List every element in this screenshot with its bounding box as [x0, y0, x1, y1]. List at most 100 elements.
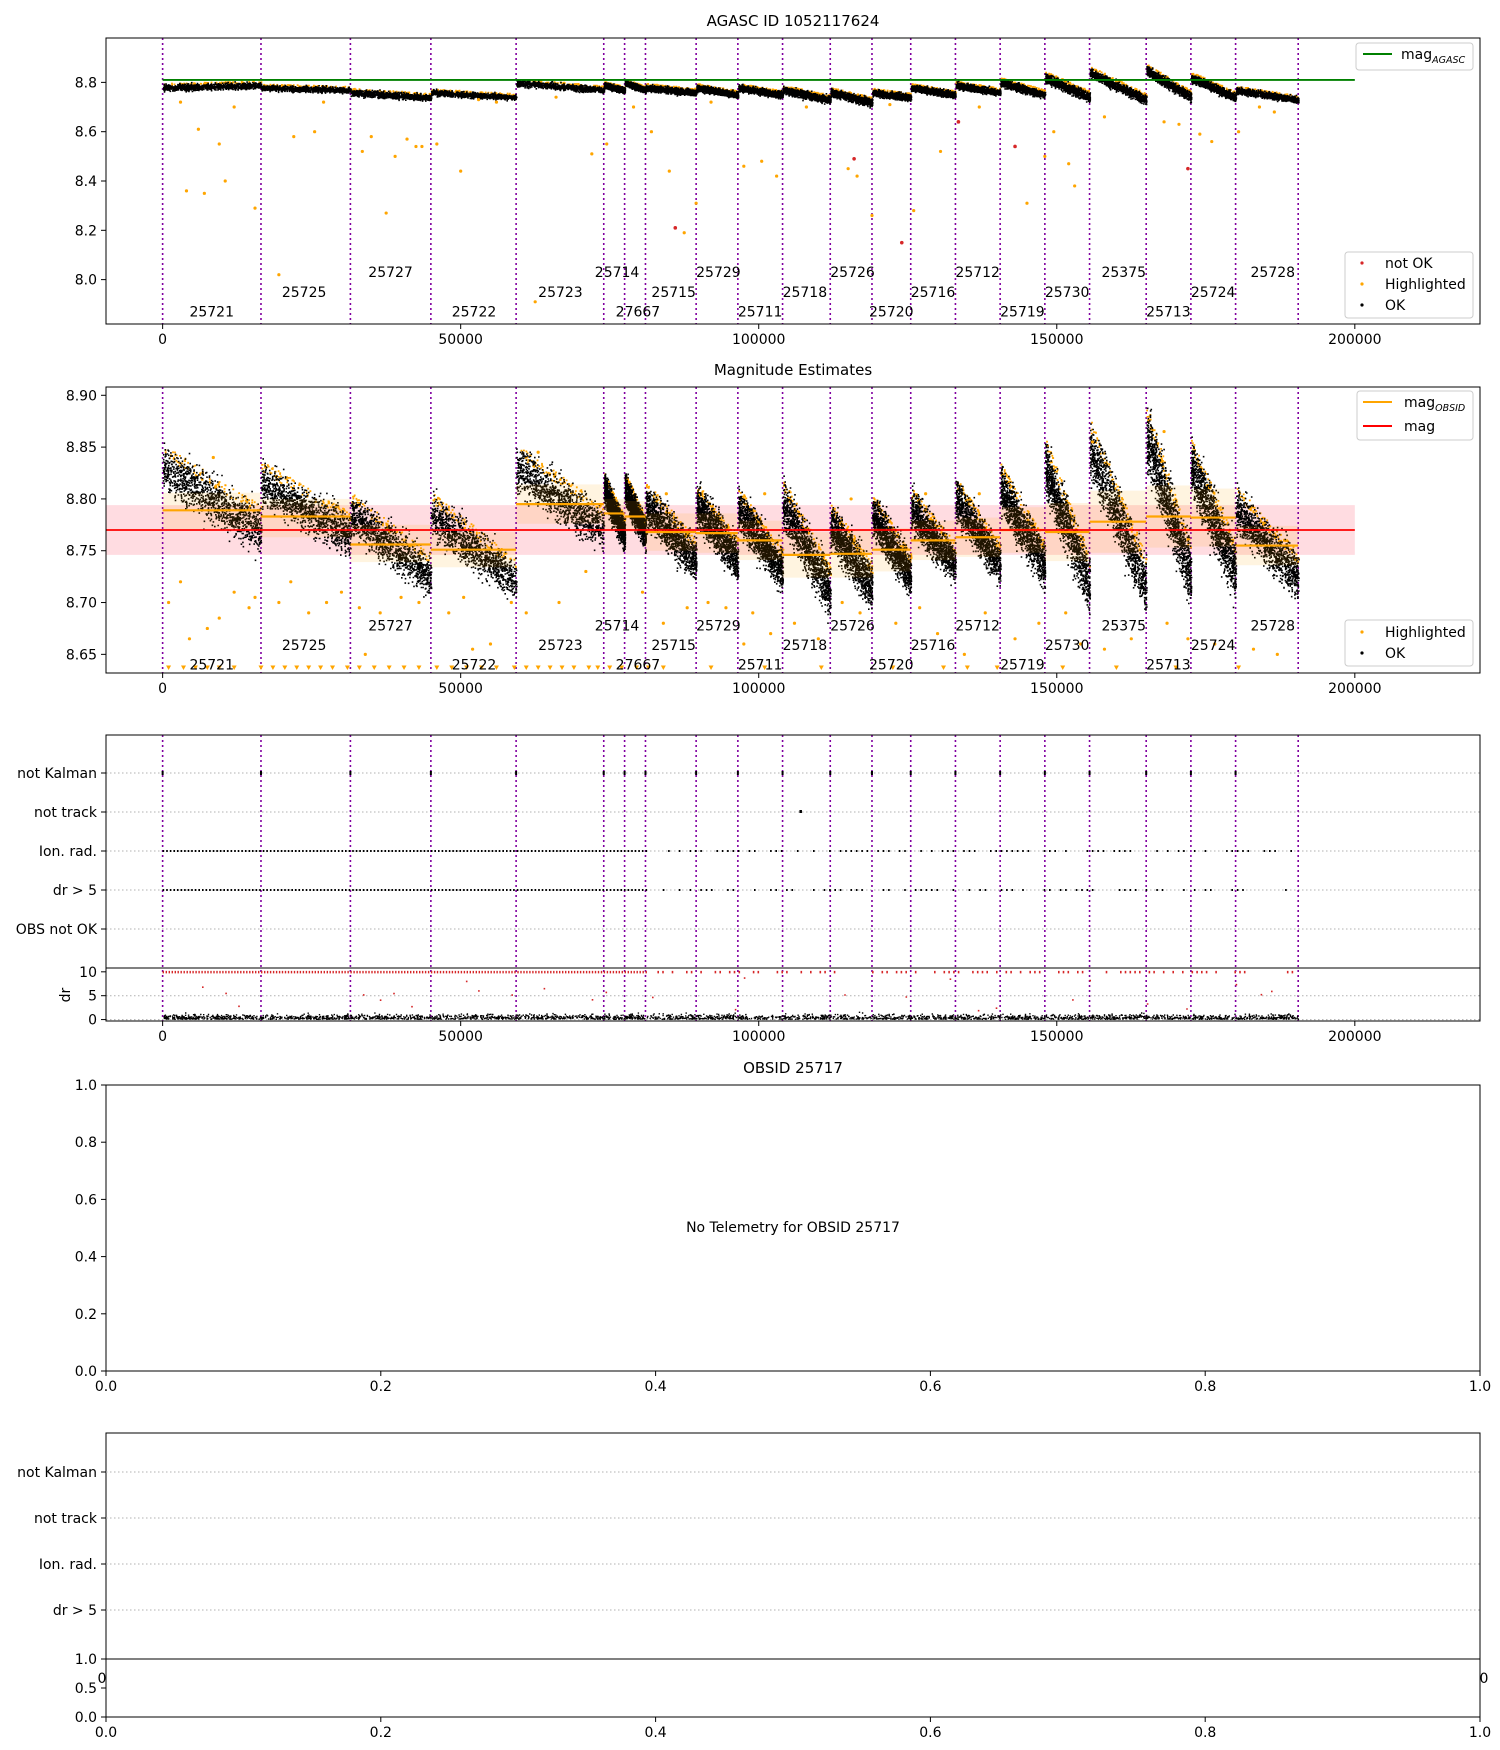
obsid-label: 25719 — [1000, 658, 1045, 674]
magnitude-axis-ticks: 0 50000 100000 150000 200000 8.65 8.70 8.75 8.80… — [66, 388, 1382, 697]
obsid-label: 25711 — [738, 305, 783, 321]
magnitude-estimates-title: Magnitude Estimates — [714, 361, 872, 379]
highlighted-below-range-marker — [401, 665, 407, 670]
x-tick-label: 100000 — [732, 681, 785, 697]
dr-axis-label: dr — [58, 987, 74, 1002]
cut-tick-left: 0 — [98, 1671, 107, 1687]
ok-points — [1191, 74, 1238, 103]
obsid-mag-band — [260, 498, 351, 538]
obsid-label: 25730 — [1045, 285, 1090, 301]
obsid-label: 25716 — [911, 285, 956, 301]
not-kalman-marker — [695, 771, 698, 775]
highlighted-point — [977, 105, 981, 109]
obsid-label: 25713 — [1146, 658, 1191, 674]
highlighted-point — [661, 621, 665, 625]
obsid-label: 25712 — [955, 265, 1000, 281]
y-tick-label: 0.6 — [75, 1192, 97, 1208]
highlighted-point — [924, 492, 928, 496]
ok-points — [624, 79, 647, 95]
y-tick-label: 8.90 — [66, 388, 97, 404]
highlighted-point — [983, 611, 987, 615]
highlighted-point — [247, 606, 251, 610]
highlighted-below-range-marker — [660, 665, 666, 670]
obsid-label: 25715 — [651, 638, 696, 654]
legend-not-ok-marker — [1360, 261, 1364, 265]
not-kalman-marker — [870, 771, 873, 775]
highlighted-point — [217, 142, 221, 146]
svg-text:mag: mag — [1404, 419, 1435, 435]
highlighted-point — [855, 174, 859, 178]
highlighted-point — [769, 632, 773, 636]
highlighted-point — [363, 652, 367, 656]
not-ok-point — [1186, 166, 1190, 171]
obsid-label: 25720 — [869, 305, 914, 321]
highlighted-point — [313, 130, 317, 134]
obsid-flags-axis-ticks: not Kalman not track Ion. rad. dr > 5 0.0 0.2… — [17, 1465, 1491, 1741]
highlighted-point — [232, 105, 236, 109]
not-kalman-marker — [909, 771, 912, 775]
y-tick-label: 0.0 — [75, 1710, 97, 1726]
highlighted-below-range-marker — [571, 665, 577, 670]
flag-label: not track — [34, 1511, 98, 1527]
highlighted-below-range-marker — [547, 665, 553, 670]
highlighted-point — [536, 450, 540, 454]
highlighted-below-range-marker — [294, 665, 300, 670]
x-tick-label: 0.4 — [644, 1379, 666, 1395]
flags-panel: dr not Kalman not track Ion. rad. dr > 5 OBS… — [16, 734, 1481, 1045]
highlighted-below-range-marker — [523, 665, 529, 670]
ok-points — [350, 499, 433, 598]
obsid-label: 25714 — [595, 618, 640, 634]
obsid-label: 25720 — [869, 658, 914, 674]
highlighted-point — [357, 606, 361, 610]
highlighted-point — [977, 492, 981, 496]
agasc-data-layer: 25721 25725 25727 25722 25723 25714 27667 25715… — [161, 38, 1355, 324]
y-tick-label: 8.0 — [75, 273, 97, 289]
highlighted-point — [277, 600, 281, 605]
x-tick-label: 200000 — [1328, 681, 1381, 697]
legend-highlighted-label: Highlighted — [1385, 625, 1466, 641]
y-tick-label: 1.0 — [75, 1652, 97, 1668]
not-kalman-marker — [999, 771, 1002, 775]
highlighted-point — [405, 137, 409, 141]
highlighted-point — [1210, 139, 1214, 144]
highlighted-point — [420, 144, 424, 149]
highlighted-point — [459, 169, 463, 173]
highlighted-points — [782, 481, 832, 576]
flag-label: not Kalman — [17, 766, 97, 782]
highlighted-below-range-marker — [964, 665, 970, 670]
highlighted-point — [742, 642, 746, 646]
highlighted-below-range-marker — [1113, 665, 1119, 670]
ok-points — [1190, 436, 1238, 609]
not-kalman-marker — [781, 771, 784, 775]
flag-label: not track — [34, 805, 98, 821]
y-tick-label: 1.0 — [75, 1078, 97, 1094]
highlighted-point — [488, 642, 493, 646]
legend-highlighted-marker — [1360, 630, 1364, 634]
ok-points — [696, 84, 740, 100]
highlighted-point — [399, 595, 403, 599]
obsid-label: 25727 — [368, 618, 413, 634]
highlighted-point — [912, 208, 916, 213]
ok-points — [910, 84, 957, 100]
no-telemetry-annotation: No Telemetry for OBSID 25717 — [686, 1220, 900, 1236]
x-tick-label: 0.4 — [644, 1725, 666, 1741]
highlighted-point — [1102, 115, 1107, 119]
flag-label: dr > 5 — [53, 883, 97, 899]
y-tick-label: 8.70 — [66, 596, 97, 612]
ok-points — [261, 84, 352, 95]
legend-ok-label: OK — [1385, 646, 1406, 662]
x-tick-label: 50000 — [438, 332, 483, 348]
obsid-axes-frame — [105, 1084, 1481, 1372]
highlighted-points — [520, 449, 604, 516]
obsid-label: 27667 — [616, 305, 661, 321]
highlighted-point — [1162, 429, 1166, 434]
agasc-legend-top: magAGASC — [1355, 42, 1474, 71]
obsid-label: 25725 — [282, 638, 327, 654]
highlighted-point — [667, 169, 671, 173]
highlighted-point — [694, 201, 698, 205]
legend-ok-marker — [1360, 303, 1364, 307]
not-track-marker — [799, 810, 802, 813]
highlighted-points — [955, 481, 1002, 553]
y-tick-label: 0.8 — [75, 1135, 97, 1151]
